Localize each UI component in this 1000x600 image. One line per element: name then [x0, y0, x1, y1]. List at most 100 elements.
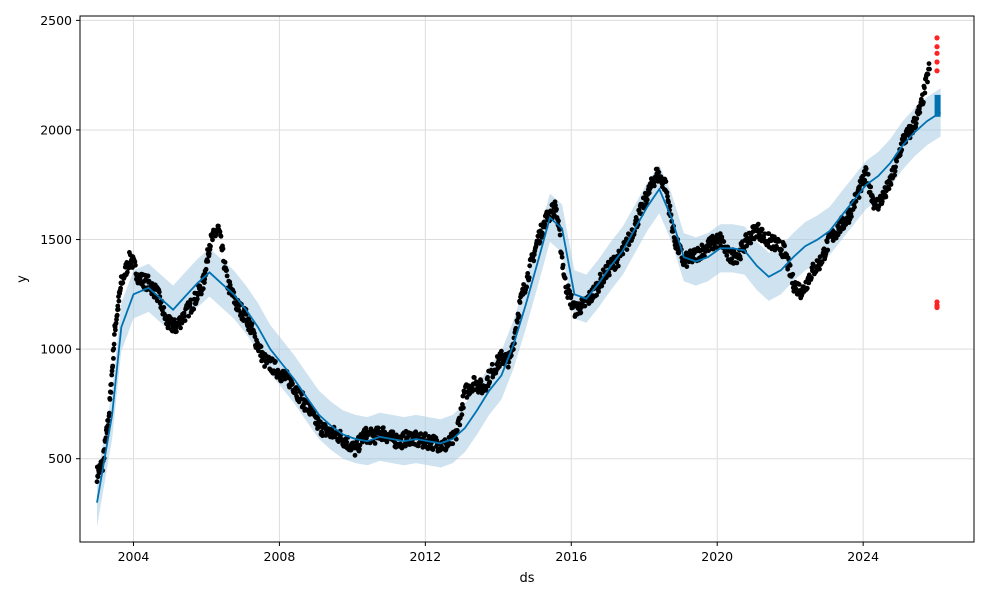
- observed-point: [111, 346, 117, 352]
- observed-point: [893, 164, 898, 170]
- x-tick-label: 2004: [118, 549, 150, 564]
- observed-point: [796, 282, 802, 287]
- observed-point: [531, 252, 537, 257]
- observed-point: [782, 243, 787, 249]
- observed-point: [323, 423, 328, 429]
- observed-point: [894, 158, 899, 164]
- observed-point: [111, 341, 117, 347]
- observed-point: [817, 266, 822, 272]
- observed-point: [205, 259, 211, 264]
- observed-point: [156, 289, 162, 295]
- observed-point: [879, 199, 885, 205]
- observed-point: [759, 226, 765, 232]
- observed-point: [505, 364, 511, 370]
- observed-point: [892, 172, 897, 178]
- observed-point: [273, 359, 278, 364]
- x-axis-ticks: 2004 2008 2012 2016 2020 2024: [118, 542, 879, 564]
- observed-point: [258, 344, 264, 349]
- x-tick-label: 2020: [701, 549, 733, 564]
- y-axis-ticks: 500 1000 1500 2000 2500: [40, 13, 80, 466]
- observed-point: [888, 182, 894, 187]
- observed-point: [106, 418, 111, 424]
- observed-point: [227, 282, 233, 288]
- observed-point: [755, 221, 761, 227]
- y-tick-label: 500: [48, 451, 72, 466]
- observed-point: [567, 289, 573, 294]
- observed-point: [264, 360, 270, 366]
- observed-point: [206, 251, 212, 257]
- observed-point: [113, 320, 119, 326]
- observed-point: [525, 271, 531, 276]
- observed-point: [921, 99, 926, 105]
- observed-point: [290, 381, 295, 387]
- x-tick-label: 2012: [409, 549, 441, 564]
- observed-point: [876, 204, 882, 210]
- y-tick-label: 1500: [40, 232, 72, 247]
- observed-point: [109, 372, 115, 378]
- observed-point: [766, 231, 772, 237]
- observed-point: [914, 116, 920, 121]
- observed-point: [249, 321, 255, 327]
- observed-point: [651, 183, 657, 189]
- observed-point: [186, 313, 192, 319]
- observed-point: [194, 296, 200, 302]
- observed-point: [128, 261, 134, 267]
- x-axis-label: ds: [519, 571, 534, 586]
- observed-point: [527, 263, 533, 269]
- observed-point: [461, 405, 466, 411]
- plot-frame: [79, 15, 975, 543]
- observed-point: [256, 348, 261, 354]
- observed-point: [537, 239, 543, 245]
- anomaly-point: [934, 50, 940, 56]
- anomaly-point: [934, 44, 940, 50]
- observed-point: [182, 318, 188, 323]
- observed-point: [565, 283, 571, 289]
- observed-point: [852, 204, 857, 210]
- observed-point: [220, 246, 226, 252]
- observed-point: [363, 425, 369, 431]
- observed-point: [178, 325, 183, 331]
- observed-point: [217, 229, 223, 235]
- observed-point: [721, 239, 727, 245]
- observed-point: [524, 284, 530, 290]
- observed-point: [922, 85, 927, 91]
- x-tick-label: 2008: [264, 549, 296, 564]
- observed-point: [865, 171, 871, 177]
- observed-point: [562, 275, 568, 281]
- observed-point: [883, 194, 889, 200]
- observed-point: [886, 186, 892, 192]
- observed-point: [222, 259, 228, 265]
- observed-point: [615, 263, 621, 269]
- observed-point: [824, 239, 830, 245]
- observed-point: [777, 238, 782, 244]
- observed-point: [471, 375, 477, 380]
- observed-point: [478, 378, 484, 384]
- observed-point: [556, 218, 561, 224]
- observed-point: [110, 363, 116, 369]
- observed-point: [684, 264, 690, 269]
- observed-point: [224, 267, 230, 273]
- y-axis-label: y: [15, 275, 30, 283]
- observed-point: [115, 307, 121, 312]
- observed-point: [516, 313, 522, 319]
- observed-point: [862, 177, 868, 183]
- observed-point: [526, 275, 532, 280]
- observed-point: [553, 203, 558, 208]
- observed-point: [624, 247, 630, 253]
- observed-point: [663, 179, 669, 185]
- observed-point: [499, 348, 504, 354]
- observed-point: [762, 231, 768, 237]
- observed-point: [656, 169, 662, 175]
- observed-point: [208, 243, 213, 249]
- observed-point: [926, 61, 932, 66]
- observed-point: [667, 203, 673, 209]
- observed-point: [849, 214, 854, 220]
- observed-point: [559, 251, 564, 256]
- observed-point: [224, 273, 230, 279]
- anomaly-point: [934, 68, 940, 74]
- observed-point: [925, 71, 931, 77]
- observed-point: [375, 425, 381, 431]
- observed-point: [560, 262, 566, 268]
- observed-point: [198, 291, 204, 297]
